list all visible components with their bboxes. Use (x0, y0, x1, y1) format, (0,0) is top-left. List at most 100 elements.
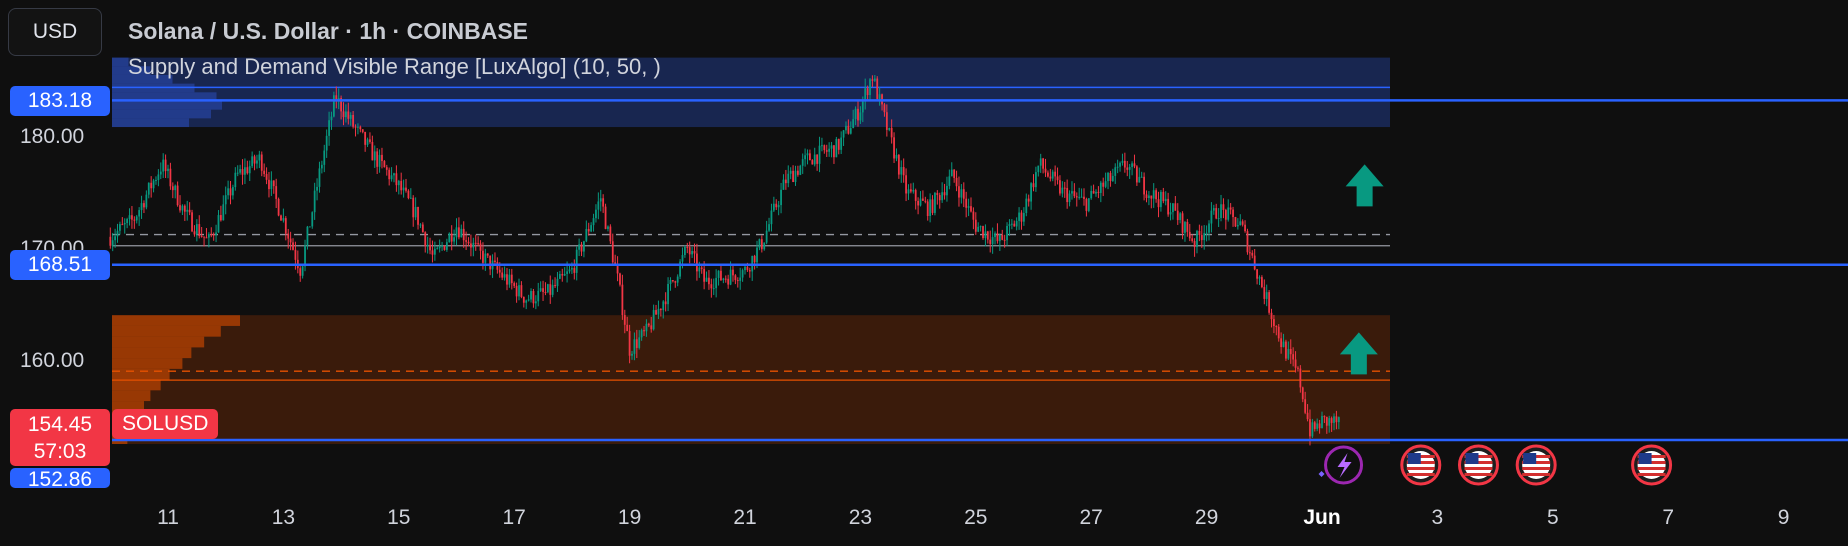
candle-body (1104, 181, 1107, 187)
candle-body (715, 277, 718, 289)
candle-body (164, 159, 167, 172)
candle-body (717, 270, 720, 278)
candle-body (385, 167, 388, 170)
candle-body (186, 209, 189, 212)
candle-body (123, 223, 126, 225)
candle-body (1148, 195, 1150, 199)
candle-body (765, 230, 768, 243)
candle-body (236, 172, 239, 174)
candle-body (580, 244, 583, 252)
supply-profile-bar (112, 109, 211, 119)
candle-body (989, 239, 992, 244)
indicator-label[interactable]: Supply and Demand Visible Range [LuxAlgo… (128, 54, 661, 79)
supply-profile-bar (112, 101, 222, 110)
candle-body (1328, 418, 1331, 426)
candle-body (354, 126, 357, 128)
candle-body (289, 238, 292, 243)
candle-body (575, 249, 578, 273)
currency-button[interactable]: USD (8, 8, 102, 56)
candle-body (224, 195, 227, 205)
candle-body (869, 79, 871, 96)
candle-body (1083, 196, 1085, 199)
candle-body (756, 247, 758, 263)
candle-body (669, 279, 672, 284)
candle-body (871, 79, 874, 81)
candle-body (828, 148, 831, 152)
candle-body (792, 170, 794, 183)
candle-body (200, 236, 203, 238)
candle-body (1126, 167, 1129, 170)
candle-body (833, 145, 835, 158)
candle-body (301, 266, 304, 276)
x-tick-label: 27 (1079, 506, 1103, 529)
candle-body (679, 261, 681, 277)
candle-body (143, 203, 145, 208)
demand-profile-bar (112, 325, 221, 337)
candle-body (525, 300, 528, 303)
supply-profile-bar (112, 57, 129, 67)
candle-body (1066, 188, 1069, 203)
candle-body (431, 250, 434, 255)
candle-body (854, 108, 857, 120)
candle-body (1304, 399, 1307, 413)
candle-body (1037, 165, 1040, 173)
candle-body (357, 126, 359, 128)
candle-body (1135, 166, 1138, 183)
candle-body (1234, 217, 1237, 227)
candle-body (900, 167, 903, 175)
candle-body (1299, 368, 1302, 388)
candle-body (840, 137, 843, 150)
candle-body (1051, 171, 1054, 179)
candle-body (486, 253, 489, 256)
candle-body (1277, 326, 1280, 339)
candle-body (1174, 203, 1177, 211)
candle-body (621, 284, 624, 316)
candle-body (1208, 223, 1210, 233)
candle-body (645, 323, 648, 332)
x-tick-label: 11 (157, 506, 179, 529)
candle-body (635, 339, 638, 348)
candle-body (1292, 354, 1295, 360)
candle-body (864, 88, 867, 101)
candle-body (804, 155, 807, 160)
candle-body (1003, 239, 1006, 241)
candle-body (527, 299, 530, 301)
symbol-tag: SOLUSD (112, 409, 219, 439)
candle-body (1275, 326, 1278, 328)
candle-body (133, 219, 136, 221)
candle-body (835, 138, 838, 158)
candle-body (609, 226, 612, 242)
candle-body (676, 276, 679, 283)
candle-body (597, 201, 600, 210)
supply-zone (112, 57, 1390, 128)
candle-body (1282, 341, 1285, 348)
candle-body (1013, 223, 1016, 227)
candle-body (203, 236, 205, 238)
candle-body (369, 139, 371, 142)
candle-body (1232, 209, 1234, 218)
candle-body (1032, 183, 1035, 188)
candle-body (349, 114, 352, 119)
candle-body (260, 154, 263, 171)
candle-body (1184, 221, 1186, 233)
candle-body (234, 172, 237, 188)
x-tick-label: 17 (502, 506, 526, 529)
candle-body (128, 215, 131, 220)
candle-body (813, 154, 816, 165)
demand-profile-bar (112, 368, 170, 380)
candle-body (558, 273, 561, 279)
lightning-event-icon (1318, 445, 1364, 485)
candle-body (484, 253, 487, 263)
candle-body (1256, 269, 1258, 279)
candle-body (1140, 176, 1143, 178)
candle-body (662, 301, 665, 311)
candle-body (885, 112, 888, 130)
x-tick-label: 3 (1431, 506, 1444, 529)
candle-body (602, 198, 605, 207)
candle-body (1131, 163, 1133, 167)
candle-body (147, 182, 150, 195)
us-flag-event-icon (1631, 444, 1673, 486)
candle-body (979, 226, 982, 228)
candle-body (897, 154, 900, 175)
